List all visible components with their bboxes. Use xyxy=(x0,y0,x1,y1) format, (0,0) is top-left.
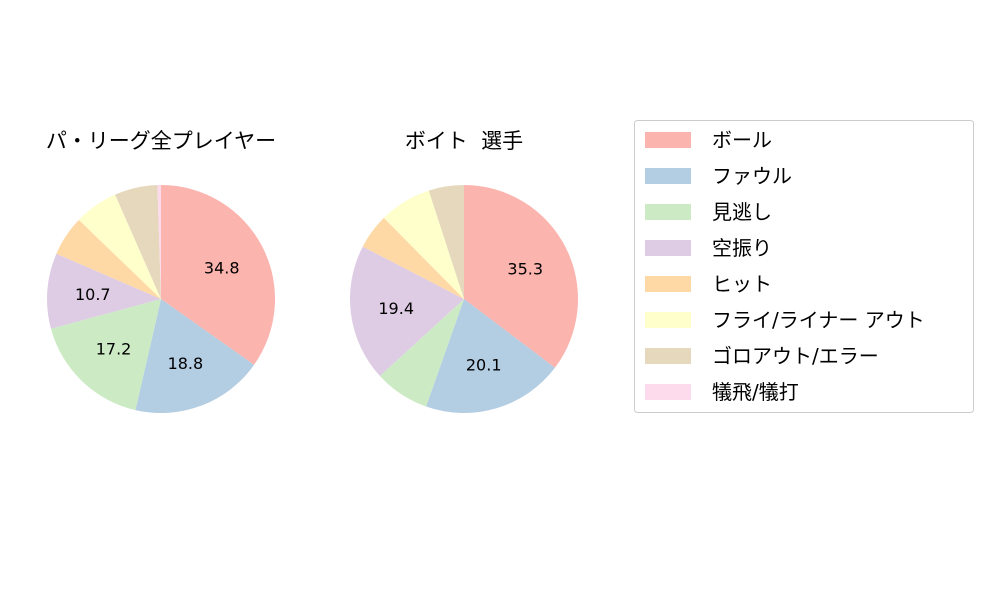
pie-left: パ・リーグ全プレイヤー 34.8 18.8 17.2 10.7 xyxy=(46,129,276,413)
pie-right-labels: 35.3 20.1 19.4 xyxy=(378,260,543,375)
legend-label-0: ボール xyxy=(712,128,772,152)
pie-right-slice-6 xyxy=(428,185,464,299)
pie-left-slice-0 xyxy=(161,185,276,365)
pie-left-labels: 34.8 18.8 17.2 10.7 xyxy=(75,259,240,373)
pie-right-slice-1 xyxy=(426,299,555,413)
pie-right-slice-2 xyxy=(379,299,464,407)
pie-left-slice-4 xyxy=(56,219,161,299)
legend-frame xyxy=(634,120,974,413)
pie-left-title: パ・リーグ全プレイヤー xyxy=(46,129,276,153)
legend-swatch-2 xyxy=(645,204,691,220)
pie-left-slice-label-2: 17.2 xyxy=(96,339,132,358)
legend-label-5: フライ/ライナー アウト xyxy=(712,308,925,332)
pie-right-slice-4 xyxy=(362,217,464,299)
pie-right-slice-label-3: 19.4 xyxy=(378,299,414,318)
pie-left-slice-label-3: 10.7 xyxy=(75,285,111,304)
pie-left-slice-2 xyxy=(50,299,161,411)
pie-right-slice-5 xyxy=(383,190,464,299)
pie-left-slice-label-1: 18.8 xyxy=(168,354,204,373)
pie-left-slice-label-0: 34.8 xyxy=(204,259,240,278)
pie-right: ボイト 選手 35.3 20.1 19.4 xyxy=(350,129,578,413)
pie-left-slice-5 xyxy=(78,194,161,299)
legend-label-2: 見逃し xyxy=(712,200,772,224)
legend-swatch-3 xyxy=(645,240,691,256)
legend-label-7: 犠飛/犠打 xyxy=(712,380,799,404)
legend-swatch-5 xyxy=(645,312,691,328)
legend-swatch-4 xyxy=(645,276,691,292)
legend-label-6: ゴロアウト/エラー xyxy=(712,344,879,368)
pie-right-title: ボイト 選手 xyxy=(405,129,523,153)
legend-swatch-6 xyxy=(645,348,691,364)
legend-label-1: ファウル xyxy=(712,164,792,188)
pie-right-slice-0 xyxy=(464,185,578,368)
pie-right-slice-3 xyxy=(350,246,464,376)
pie-right-slice-label-0: 35.3 xyxy=(507,260,543,279)
legend-swatch-7 xyxy=(645,384,691,400)
pie-left-slice-7 xyxy=(157,185,161,299)
pie-left-slice-6 xyxy=(115,185,161,299)
pie-right-slices xyxy=(350,185,578,413)
legend-label-4: ヒット xyxy=(712,272,772,296)
pie-left-slice-1 xyxy=(135,299,255,413)
legend-swatch-0 xyxy=(645,132,691,148)
pie-right-slice-label-1: 20.1 xyxy=(466,356,502,375)
pie-left-slice-3 xyxy=(46,253,161,329)
legend-swatch-1 xyxy=(645,168,691,184)
legend-label-3: 空振り xyxy=(712,236,772,260)
pie-left-slices xyxy=(46,185,276,413)
